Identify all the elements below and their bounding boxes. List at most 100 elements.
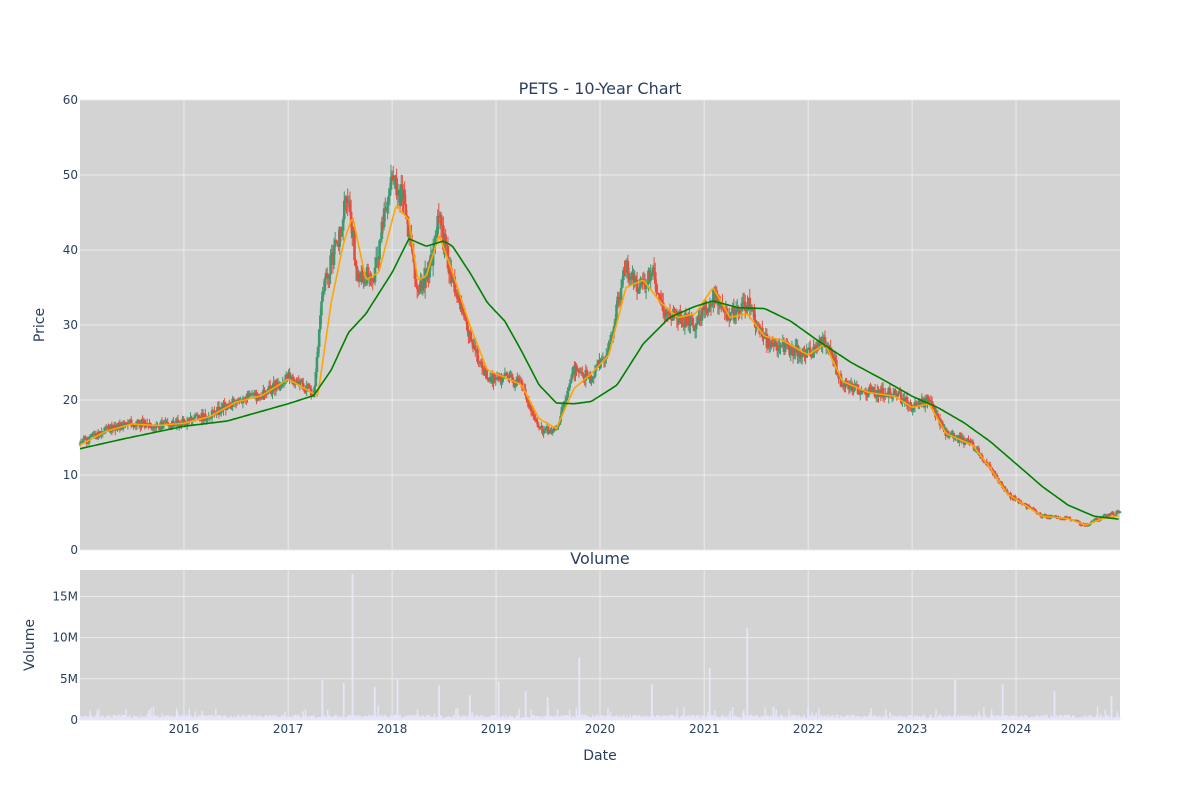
volume-x-tick-label: 2023: [897, 722, 928, 736]
candle-body: [520, 380, 524, 388]
candle-body: [633, 276, 637, 286]
candle-body: [669, 315, 673, 320]
volume-bar: [996, 714, 999, 720]
candle-body: [582, 373, 585, 378]
volume-bar: [573, 717, 576, 720]
volume-bar: [1060, 715, 1062, 720]
volume-bar: [402, 717, 404, 720]
volume-bar: [221, 717, 224, 720]
volume-bar: [995, 717, 997, 720]
volume-bar: [564, 715, 566, 720]
volume-bar: [727, 718, 730, 720]
volume-bar: [993, 717, 995, 720]
volume-bar-peak: [373, 687, 376, 720]
volume-bar: [886, 716, 889, 720]
volume-bar: [1014, 717, 1017, 720]
candle-body: [903, 398, 907, 402]
candle-body: [418, 291, 421, 293]
volume-bar: [527, 718, 530, 720]
volume-bar: [625, 718, 627, 720]
candle-body: [196, 414, 199, 416]
volume-bar: [533, 716, 536, 720]
volume-bar: [568, 709, 571, 720]
volume-bar: [309, 716, 311, 720]
volume-bar: [600, 715, 602, 720]
volume-bar: [648, 716, 650, 720]
volume-bar: [1030, 717, 1032, 720]
candle-body: [213, 411, 216, 413]
volume-bar: [701, 717, 703, 720]
volume-bar: [419, 716, 421, 720]
candle-body: [328, 274, 331, 279]
volume-bar: [401, 717, 403, 720]
candle-body: [845, 380, 848, 384]
volume-bar: [539, 718, 542, 720]
volume-bar: [809, 715, 812, 720]
volume-bar: [999, 715, 1001, 720]
candle-body: [692, 325, 696, 331]
volume-bar: [984, 715, 987, 720]
volume-bar: [562, 715, 565, 720]
candle-body: [280, 383, 283, 387]
volume-bar: [622, 715, 625, 720]
price-y-tick-label: 60: [63, 93, 78, 107]
volume-bar: [953, 715, 955, 720]
volume-bar: [1107, 715, 1110, 720]
volume-bar: [781, 714, 783, 720]
candle-body: [894, 390, 897, 395]
volume-bar: [176, 711, 179, 720]
volume-bar: [774, 714, 777, 720]
volume-bar: [924, 717, 926, 720]
volume-bar: [702, 714, 705, 720]
candle-body: [436, 216, 439, 234]
candle-body: [611, 330, 615, 336]
volume-bar: [509, 715, 511, 720]
candle-body: [815, 345, 819, 349]
volume-bar: [700, 715, 702, 720]
volume-bar: [681, 716, 684, 720]
volume-bar-peak: [1053, 691, 1056, 720]
volume-bar: [227, 717, 229, 720]
volume-x-tick-label: 2022: [793, 722, 824, 736]
volume-bar: [271, 716, 273, 720]
volume-bar: [675, 715, 678, 720]
candle-body: [386, 201, 389, 207]
volume-bar: [79, 717, 81, 720]
candle-body: [921, 398, 925, 401]
candle-body: [168, 424, 172, 428]
volume-bar: [145, 715, 147, 720]
volume-bar: [789, 718, 791, 720]
volume-bar: [990, 709, 993, 720]
volume-bar: [217, 715, 220, 720]
volume-bar: [172, 717, 174, 720]
volume-bar: [491, 715, 494, 720]
volume-bar: [922, 714, 924, 720]
candle-body: [732, 307, 736, 321]
volume-bar: [778, 717, 781, 720]
volume-bar: [317, 717, 320, 720]
volume-bar: [425, 717, 427, 720]
volume-bar: [1077, 717, 1079, 720]
volume-bar: [238, 714, 240, 720]
candle-body: [259, 397, 263, 399]
volume-bar: [488, 717, 490, 720]
volume-bar: [92, 717, 95, 720]
candle-body: [323, 278, 327, 291]
volume-bar: [907, 715, 909, 720]
volume-bar: [519, 718, 521, 720]
volume-bar: [132, 717, 134, 720]
volume-bar: [585, 717, 588, 720]
volume-bar: [427, 715, 429, 720]
volume-bar: [968, 714, 971, 720]
volume-bar: [250, 715, 252, 720]
candle-body: [1079, 525, 1083, 527]
volume-bar: [561, 717, 564, 720]
candle-body: [110, 424, 114, 431]
candle-body: [488, 377, 492, 382]
candle-body: [404, 204, 408, 216]
candle-body: [79, 441, 83, 445]
volume-bar: [369, 716, 372, 720]
volume-bar: [157, 716, 160, 720]
volume-bar: [671, 714, 673, 720]
candle-body: [119, 423, 123, 426]
